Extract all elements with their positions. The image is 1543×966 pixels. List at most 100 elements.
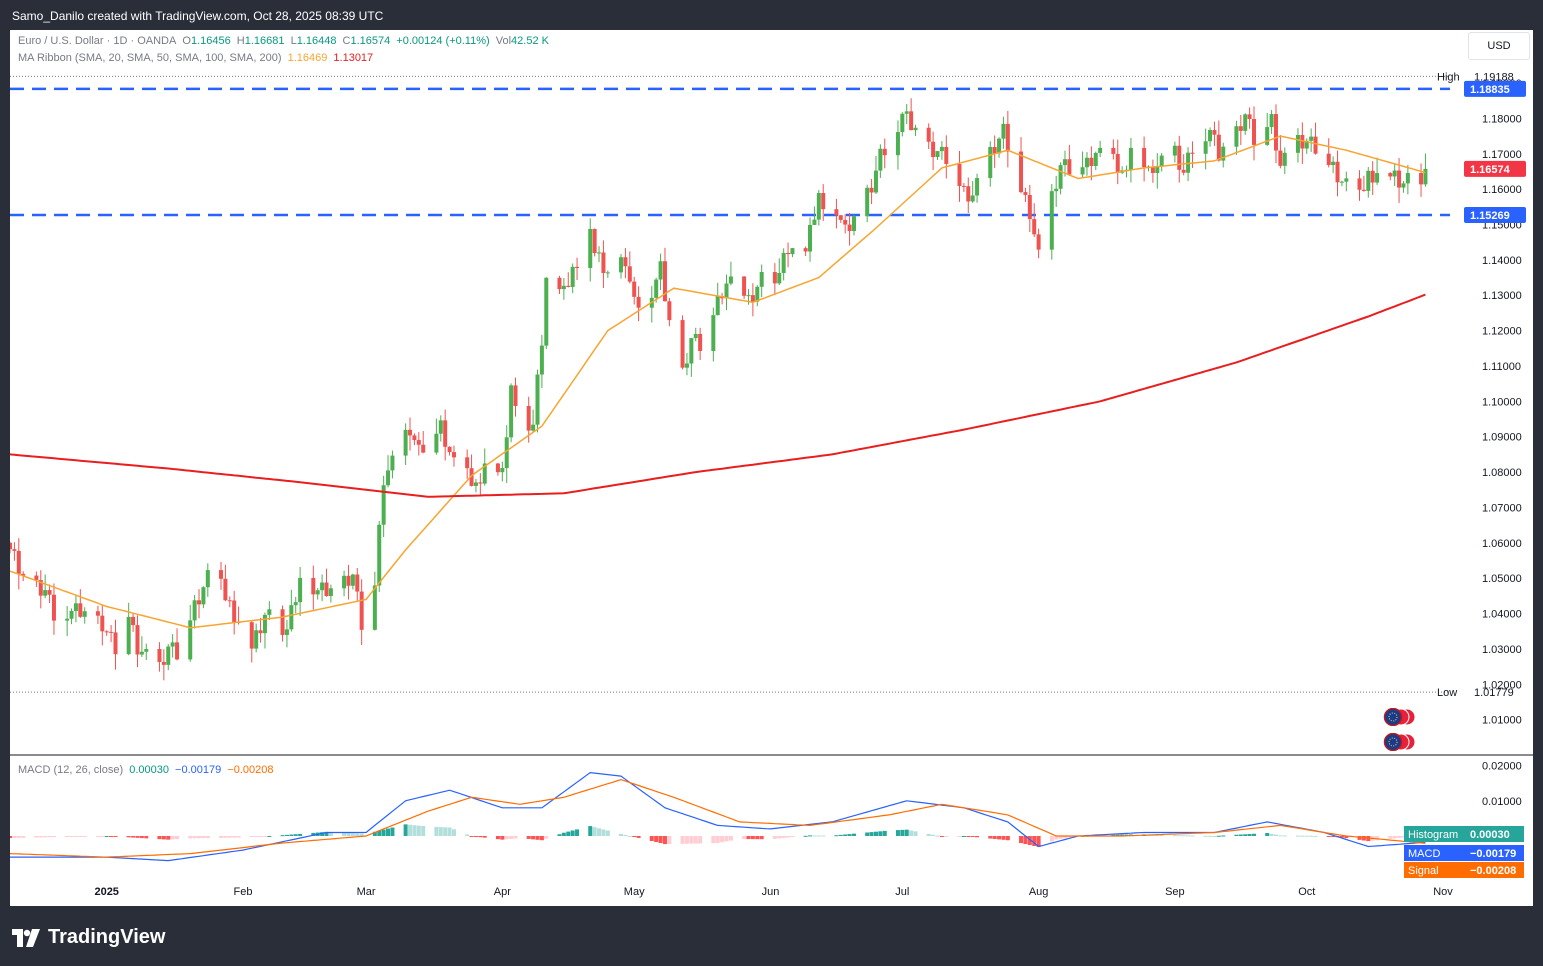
candle-body [1023,192,1028,195]
candle-body [1177,145,1182,170]
histogram-bar [597,828,602,836]
candle-body [1344,178,1349,182]
legend-low: 1.16448 [296,35,337,47]
histogram-bar [223,835,228,838]
candle-body [895,132,900,156]
axis-labels: High 1.19188 Low 1.01779 1.18835 1.15269 1.165… [1404,71,1526,878]
candle-body [1397,170,1402,188]
low-value: 1.01779 [1474,687,1514,699]
tradingview-logo[interactable]: TradingView [12,926,165,949]
price-tick-label: 1.10000 [1482,396,1522,408]
histogram-bar [539,835,544,841]
candle-body [557,277,562,290]
histogram-bar [1282,835,1287,837]
legend-high: 1.16681 [244,35,285,47]
ma-value-20: 1.16469 [287,52,328,64]
candle-body [601,252,606,274]
chart-frame[interactable]: 1.01000 1.02000 1.03000 1.04000 1.05000 1.060… [10,30,1533,906]
level-badge [1464,206,1526,223]
candle-body [544,277,549,346]
histogram-bar [386,828,391,836]
candle-body [1172,145,1177,156]
candle-body [904,111,909,114]
time-tick-label: Aug [1029,886,1049,898]
candle-body [188,620,193,660]
candle-body [777,273,782,284]
candle-body [82,611,87,617]
currency-button[interactable]: USD [1468,32,1530,60]
histogram-bar [900,829,905,836]
histogram-bar [482,835,487,838]
candle-body [175,642,180,660]
candle-body [693,333,698,339]
candle-body [1388,173,1393,177]
candle-body [1084,157,1089,168]
histogram-bar [1212,835,1217,837]
currency-flags-icon-2[interactable] [1382,733,1416,751]
histogram-bar [843,834,848,836]
candle-body [495,463,500,473]
candle-body [443,420,448,447]
macd-badge [1404,845,1524,861]
candle-body [1093,152,1098,166]
candle-body [473,482,478,486]
ma-value-200: 1.13017 [333,52,374,64]
histogram-bar [1027,835,1032,846]
histogram-bar [161,835,166,840]
candle-body [1049,191,1054,250]
candle-body [1221,146,1226,161]
price-tick-label: 1.06000 [1482,538,1522,550]
candle-body [65,618,70,621]
last-price-value: 1.16574 [1470,164,1511,176]
histogram-bar [627,835,632,837]
histogram-bar [1120,834,1125,836]
candle-body [21,573,26,576]
candle-body [1186,152,1191,173]
histogram-bar [324,831,329,836]
candle-body [1401,183,1406,188]
histogram-bar [1397,835,1402,839]
histogram-bar [531,835,536,840]
candle-body [939,146,944,152]
histogram-bar [1375,835,1380,841]
currency-flags-icon[interactable] [1382,708,1416,726]
candle-body [1361,189,1366,191]
candle-body [966,186,971,202]
ma-label: MA Ribbon (SMA, 20, SMA, 50, SMA, 100, S… [18,52,282,64]
sma200-line [10,293,1426,498]
candle-body [205,570,210,588]
histogram-bar [350,833,355,836]
candle-body [298,577,303,603]
chart-canvas[interactable]: 1.01000 1.02000 1.03000 1.04000 1.05000 1.060… [10,30,1533,906]
histogram-bar [1221,835,1226,837]
candle-body [684,363,689,368]
histogram-bar [878,831,883,836]
histogram-bar [649,835,654,842]
histogram-bar [988,835,993,839]
candle-body [1019,151,1024,193]
histogram-bar [144,835,149,839]
candle-body [869,187,874,193]
candle-body [249,622,254,649]
histogram-bar [21,835,26,838]
legend-vol-label: Vol [495,35,512,47]
candle-body [970,195,975,202]
candle-body [10,542,12,550]
histogram-bar [447,827,452,836]
candle-body [447,446,452,453]
histogram-bar [935,835,940,837]
candle-body [1423,168,1428,185]
high-label: High [1437,71,1460,83]
candle-body [201,587,206,605]
candle-body [1203,141,1208,154]
candle-body [781,252,786,274]
histogram-bar [544,835,549,839]
histogram-bar [1067,835,1072,838]
candle-body [1419,173,1424,185]
candle-body [1326,153,1331,166]
price-tick-label: 1.17000 [1482,149,1522,161]
histogram-bar [1357,835,1362,840]
candle-body [605,272,610,274]
candle-body [878,148,883,171]
histogram-bar [1243,834,1248,836]
